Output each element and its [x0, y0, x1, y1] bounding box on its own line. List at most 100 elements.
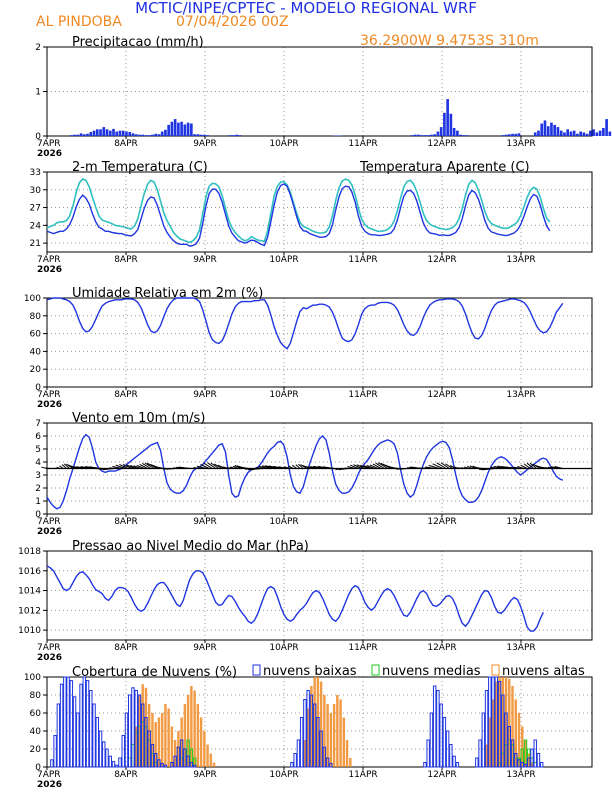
cloud-bar-nuvens-altas [514, 699, 517, 767]
legend-label: nuvens baixas [263, 664, 357, 679]
precip-bar [186, 122, 190, 136]
cloud-bar-nuvens-altas [151, 713, 154, 767]
wind-arrow [207, 462, 216, 469]
y-tick-label: 33 [30, 168, 41, 178]
wind-arrow [226, 467, 233, 469]
cloud-bar-nuvens-baixas [481, 712, 486, 768]
wind-arrow [300, 464, 307, 469]
y-tick-label: 20 [30, 745, 42, 755]
precip-bar [157, 134, 161, 136]
precip-bar [585, 133, 589, 136]
cloud-bar-nuvens-altas [206, 744, 209, 767]
x-tick-label: 13APR [506, 255, 535, 265]
precip-bar [154, 133, 157, 136]
x-tick-label: 12APR [427, 770, 456, 780]
wind-arrow [173, 467, 181, 469]
cloud-bar-nuvens-baixas [189, 762, 194, 768]
panel-title: Cobertura de Nuvens (%) [72, 665, 237, 680]
wind-arrow [298, 463, 304, 469]
y-tick-label: 5 [35, 445, 41, 455]
cloud-bar-nuvens-altas [323, 695, 326, 767]
cloud-bar-nuvens-baixas [296, 739, 301, 768]
wind-arrow [554, 466, 563, 469]
x-tick-label: 10APR [269, 770, 298, 780]
precip-bar [537, 130, 540, 136]
precip-bar [449, 113, 453, 136]
precip-bar [151, 134, 154, 136]
cloud-bar-nuvens-altas [501, 677, 505, 767]
wind-arrow [278, 466, 288, 469]
cloud-bar-nuvens-baixas [423, 762, 427, 768]
x-year-label: 2026 [37, 400, 62, 410]
precip-bar [131, 133, 135, 136]
cloud-bar-nuvens-baixas [137, 694, 142, 768]
wind-arrow [193, 467, 203, 469]
panel-4: 1010 1012 1014 1016 1018 7APR 8APR 9APR 10APR 11A… [18, 539, 593, 663]
x-tick-label: 7APR [37, 643, 61, 653]
wind-arrow [258, 465, 271, 469]
legend-swatch [252, 664, 261, 676]
wind-arrow [262, 465, 275, 469]
wind-arrow [551, 466, 560, 469]
wind-arrow [548, 466, 557, 469]
cloud-bar-nuvens-altas [138, 695, 141, 767]
precip-bar [134, 134, 138, 136]
y-tick-label: 21 [30, 239, 41, 249]
x-tick-label: 10APR [269, 517, 298, 527]
cloud-bar-nuvens-baixas [312, 703, 317, 768]
wind-arrow [119, 463, 129, 469]
cloud-bar-nuvens-baixas [89, 690, 93, 768]
x-year-label: 2026 [37, 527, 62, 537]
wind-arrow [317, 465, 330, 469]
y-tick-label: 1016 [18, 567, 41, 577]
cloud-bar-nuvens-altas [167, 708, 170, 767]
cloud-bar-nuvens-baixas [170, 762, 174, 768]
wind-arrow [466, 465, 473, 469]
precip-bar [232, 135, 235, 136]
wind-arrow [377, 462, 388, 469]
wind-arrow [523, 463, 531, 469]
precip-bar [456, 130, 459, 136]
cloud-bar-nuvens-altas [186, 695, 190, 767]
y-tick-label: 60 [30, 330, 42, 340]
wind-arrow [230, 466, 236, 469]
precip-bar [452, 127, 456, 136]
precip-bar [605, 119, 608, 136]
x-tick-label: 7APR [37, 255, 61, 265]
precip-bar [167, 124, 170, 136]
cloud-bar-nuvens-altas [329, 713, 333, 767]
cloud-bar-nuvens-baixas [530, 748, 534, 768]
precip-bar [546, 126, 550, 136]
precip-bar [173, 119, 177, 136]
wind-arrow [142, 462, 152, 469]
cloud-bar-nuvens-baixas [306, 690, 310, 768]
wind-arrow [407, 467, 414, 469]
precip-bar [177, 122, 180, 136]
wind-arrow [112, 465, 122, 469]
cloud-bar-nuvens-altas [527, 753, 530, 767]
cloud-bar-nuvens-baixas [118, 757, 122, 768]
cloud-bar-nuvens-baixas [108, 755, 112, 768]
precip-bar [76, 134, 80, 136]
y-tick-label: 1010 [18, 626, 41, 636]
x-tick-label: 13APR [506, 770, 535, 780]
precip-bar [563, 132, 566, 136]
precip-bar [550, 122, 553, 136]
cloud-bar-nuvens-altas [303, 740, 307, 767]
wind-arrow [493, 465, 505, 469]
y-tick-label: 7 [35, 419, 41, 429]
precip-bar [423, 135, 427, 136]
precip-bar [193, 134, 196, 136]
wind-arrow [139, 463, 148, 469]
x-tick-label: 7APR [37, 139, 61, 149]
precip-bar [426, 135, 430, 136]
x-tick-label: 7APR [37, 390, 61, 400]
cloud-bar-nuvens-baixas [488, 676, 492, 768]
cloud-bar-nuvens-altas [164, 704, 167, 767]
x-tick-label: 8APR [114, 139, 138, 149]
cloud-bar-nuvens-baixas [144, 717, 148, 768]
panel-title: Vento em 10m (m/s) [72, 411, 205, 426]
precip-bar [199, 134, 203, 136]
cloud-bar-nuvens-baixas [115, 764, 119, 768]
